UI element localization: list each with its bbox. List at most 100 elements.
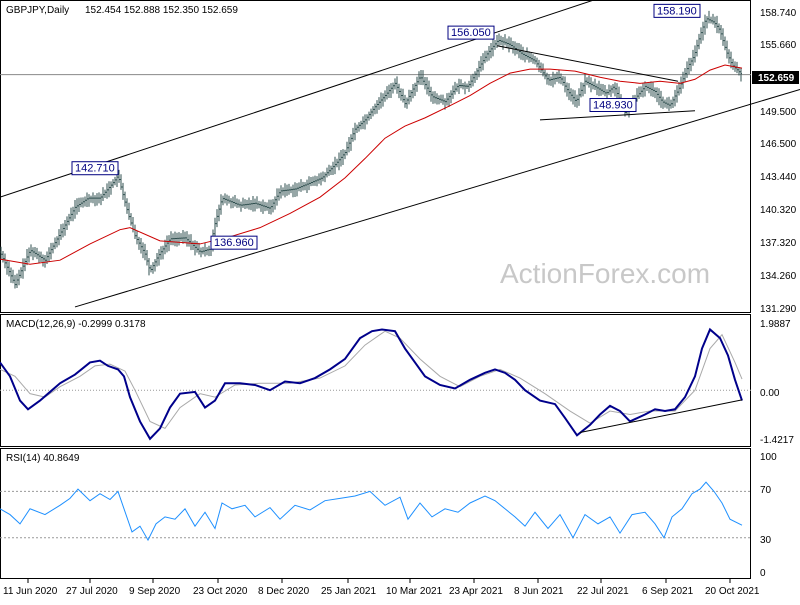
price-bar (246, 199, 248, 209)
price-bar (602, 83, 604, 95)
price-bar (254, 198, 256, 212)
price-bar (76, 198, 78, 215)
price-bar (314, 175, 316, 186)
price-bar (716, 15, 718, 34)
price-bar (4, 253, 6, 269)
macd-line (0, 327, 743, 441)
price-annotation: 156.050 (447, 25, 495, 40)
price-bar (400, 88, 402, 101)
price-bar (308, 176, 310, 191)
macd-panel-frame (0, 314, 751, 447)
price-bar (100, 193, 102, 206)
price-tick-label: 134.260 (760, 271, 797, 282)
price-bar (542, 63, 544, 77)
price-bar (92, 192, 94, 204)
price-bar (176, 232, 178, 247)
price-bar (594, 78, 596, 91)
price-bar (378, 97, 380, 110)
price-bar (422, 70, 424, 86)
price-bar (438, 95, 440, 105)
price-bar (718, 23, 720, 34)
price-bar (294, 182, 296, 198)
price-bar (726, 40, 728, 59)
price-bar (336, 158, 338, 168)
price-bar (286, 184, 288, 196)
price-bar (410, 89, 412, 102)
macd-tick-label: -1.4217 (760, 435, 794, 446)
x-axis: 11 Jun 2020 27 Jul 2020 9 Sep 2020 23 Oc… (3, 586, 760, 597)
price-bar (14, 274, 16, 289)
price-bar (70, 207, 72, 222)
price-bar (340, 150, 342, 167)
price-bar (64, 219, 66, 236)
trendline-triangle-upper (496, 45, 679, 82)
watermark: ActionForex.com (500, 258, 710, 289)
price-bar (664, 99, 666, 108)
price-bar (500, 35, 502, 46)
price-bar (728, 49, 730, 64)
price-bar (138, 236, 140, 250)
price-bar (640, 86, 642, 97)
price-bar (334, 156, 336, 175)
rsi-tick-label: 70 (760, 485, 772, 496)
price-bar (688, 57, 690, 75)
price-bar (408, 89, 410, 105)
price-bar (264, 201, 266, 212)
price-bar (304, 182, 306, 191)
price-bar (536, 57, 538, 68)
macd-plot (0, 327, 751, 441)
price-bar (434, 91, 436, 104)
price-bar (316, 176, 318, 187)
price-bar (166, 235, 168, 253)
price-bar (690, 57, 692, 72)
price-bar (504, 34, 506, 46)
price-bar (328, 164, 330, 176)
price-bar (370, 108, 372, 120)
rsi-tick-label: 30 (760, 535, 772, 546)
price-bar (22, 258, 24, 279)
price-bar (512, 40, 514, 54)
price-bar (78, 197, 80, 213)
price-bar (442, 94, 444, 105)
price-bar (94, 195, 96, 207)
price-bar (274, 196, 276, 210)
price-bar (460, 79, 462, 89)
price-bar (134, 224, 136, 239)
price-bar (694, 45, 696, 63)
price-bar (148, 258, 150, 276)
last-price-box (752, 71, 799, 84)
price-bar (258, 200, 260, 209)
annotation-label: 156.050 (451, 27, 491, 39)
annotation-label: 136.960 (214, 237, 254, 249)
price-bar (670, 99, 672, 109)
price-bar (386, 86, 388, 100)
price-bar (268, 199, 270, 215)
price-bar (484, 50, 486, 64)
price-bar (262, 199, 264, 214)
x-tick-marks (27, 579, 731, 583)
price-bar (676, 85, 678, 103)
price-bar (572, 89, 574, 105)
price-bar (464, 81, 466, 95)
rsi-tick-label: 0 (760, 568, 766, 579)
trendline-channel-lower (74, 88, 800, 308)
price-bar (590, 77, 592, 93)
price-bar (330, 165, 332, 175)
price-bar (592, 81, 594, 90)
price-bar (476, 68, 478, 80)
price-header-symbol: GBPJPY,Daily (6, 5, 69, 16)
price-bar (96, 193, 98, 206)
x-tick-label: 9 Sep 2020 (129, 586, 181, 597)
price-bar (660, 90, 662, 108)
price-bar (208, 245, 210, 257)
annotation-box (447, 25, 495, 40)
price-bar (584, 73, 586, 94)
price-bar (498, 33, 500, 46)
price-bar (540, 62, 542, 73)
price-bar (194, 240, 196, 256)
price-bar (324, 172, 326, 183)
price-bar (392, 82, 394, 94)
price-bar (404, 94, 406, 108)
